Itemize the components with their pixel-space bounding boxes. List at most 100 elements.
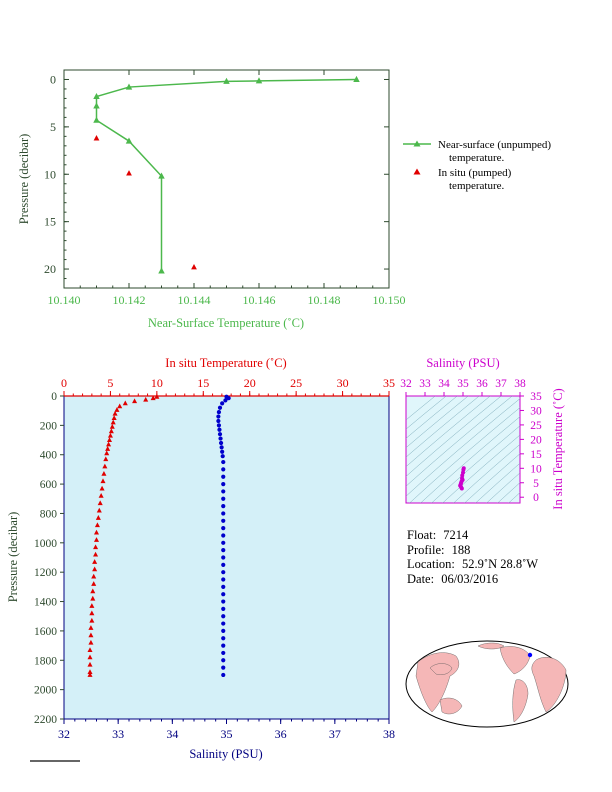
- ts-point: [460, 477, 465, 482]
- temperature-profile-point: [106, 437, 113, 443]
- density-contour: [406, 398, 520, 497]
- pressure-tick-label: 2000: [34, 685, 57, 697]
- salinity-profile-point: [221, 489, 226, 494]
- temperature-tick-label: 10: [151, 376, 163, 390]
- unpumped-temperature-point: [353, 75, 360, 82]
- temperature-profile-point: [96, 507, 102, 513]
- unpumped-temperature-point: [158, 172, 165, 179]
- top-y-tick-label: 10: [44, 167, 56, 181]
- pumped-temperature-point: [126, 170, 132, 176]
- temperature-profile-point: [111, 415, 117, 420]
- map-land-africa-europe: [531, 657, 567, 713]
- salinity-profile-point: [221, 643, 226, 648]
- salinity-tick-label: 35: [221, 727, 233, 741]
- pressure-tick-label: 600: [40, 479, 58, 491]
- temperature-profile-point: [112, 410, 118, 416]
- top-x-tick-label: 10.144: [178, 293, 211, 307]
- temperature-profile-point: [89, 603, 95, 608]
- unpumped-temperature-point: [93, 92, 100, 100]
- top-x-tick-label: 10.148: [308, 293, 341, 307]
- top-x-tick-label: 10.140: [48, 293, 81, 307]
- temperature-tick-label: 15: [197, 376, 209, 390]
- location-label: Location:: [407, 557, 455, 571]
- temperature-profile-point: [89, 617, 95, 623]
- ts-y-axis-label: In situ Temperature (˚C): [551, 388, 565, 509]
- temperature-profile-point: [107, 432, 113, 438]
- pumped-temperature-point: [191, 263, 197, 270]
- ts-y-tick-label: 20: [530, 434, 542, 446]
- temperature-profile-point: [154, 393, 160, 399]
- float-info-panel: Float: 7214 Profile: 188 Location: 52.9˚…: [407, 528, 538, 586]
- temperature-profile-point: [98, 493, 104, 498]
- ts-y-tick-label: 35: [530, 391, 542, 403]
- density-contour: [406, 396, 480, 458]
- salinity-profile-point: [221, 628, 226, 634]
- density-contour: [486, 472, 520, 503]
- density-contour: [464, 453, 520, 503]
- salinity-tick-label: 32: [58, 727, 70, 741]
- ts-y-ticks: 0 5 10 15 20 25 30 35: [520, 391, 542, 504]
- legend-label-unpumped-line2: temperature.: [449, 152, 505, 164]
- temperature-profile-point: [95, 515, 101, 520]
- salinity-profile-point: [221, 504, 226, 509]
- salinity-profile-point: [216, 418, 221, 424]
- pressure-tick-label: 1000: [34, 538, 57, 550]
- top-y-ticks: 0 5 10 15 20: [44, 72, 389, 289]
- temperature-profile-point: [88, 639, 94, 645]
- salinity-profile-point: [221, 636, 226, 641]
- top-x-tick-label: 10.150: [373, 293, 406, 307]
- top-y-tick-label: 0: [50, 72, 56, 86]
- salinity-profile-point: [218, 436, 223, 441]
- salinity-profile-point: [221, 526, 226, 531]
- temperature-profile-point: [89, 610, 95, 616]
- salinity-axis-label: Salinity (PSU): [189, 747, 262, 761]
- temperature-profile-point: [110, 419, 116, 425]
- ts-x-tick-label: 33: [419, 378, 431, 390]
- density-contour: [420, 416, 520, 503]
- temperature-profile-point: [104, 450, 110, 456]
- temperature-tick-label: 20: [244, 376, 256, 390]
- salinity-profile-point: [217, 427, 222, 432]
- salinity-profile-point: [221, 467, 226, 472]
- temperature-profile-point: [93, 551, 99, 557]
- salinity-profile-point: [221, 459, 226, 465]
- map-land-north-america: [499, 646, 531, 675]
- temperature-profile-point: [88, 632, 94, 638]
- pressure-tick-label: 1800: [34, 655, 57, 667]
- footer-credit-mark: [30, 760, 80, 762]
- temperature-profile-point: [97, 500, 103, 506]
- salinity-profile-point: [221, 511, 226, 516]
- salinity-profile-point: [221, 570, 226, 575]
- top-x-axis-label: Near-Surface Temperature (˚C): [148, 316, 304, 330]
- density-contour: [406, 396, 491, 468]
- salinity-profile-point: [221, 518, 226, 523]
- temperature-ticks: 0 5 10 15 20 25 30 35: [61, 376, 395, 396]
- salinity-profile-point: [220, 401, 225, 406]
- unpumped-temperature-point: [93, 102, 100, 109]
- pressure-tick-label: 400: [40, 450, 58, 462]
- ts-point: [459, 486, 464, 491]
- temperature-tick-label: 0: [61, 376, 67, 390]
- ts-y-tick-label: 5: [533, 478, 539, 490]
- salinity-profile-point: [221, 672, 226, 678]
- temperature-profile-point: [90, 595, 96, 601]
- salinity-profile-point: [221, 548, 226, 553]
- unpumped-temperature-point: [158, 267, 165, 274]
- location-row: Location: 52.9˚N 28.8˚W: [407, 557, 538, 572]
- density-contour: [442, 434, 520, 503]
- top-x-ticks: 10.140 10.142 10.144 10.146 10.148 10.150: [48, 70, 406, 307]
- near-surface-temperature-chart: 10.140 10.142 10.144 10.146 10.148 10.150 051…: [17, 69, 406, 330]
- profile-row: Profile: 188: [407, 543, 538, 558]
- salinity-profile-point: [221, 650, 226, 656]
- float-value: 7214: [443, 528, 469, 542]
- pressure-tick-label: 800: [40, 508, 58, 520]
- temperature-axis-label: In situ Temperature (˚C): [165, 356, 286, 370]
- pressure-tick-label: 200: [40, 420, 58, 432]
- temperature-profile-point: [150, 395, 156, 401]
- location-value: 52.9˚N 28.8˚W: [462, 557, 539, 571]
- temperature-tick-label: 30: [337, 376, 349, 390]
- legend-label-unpumped-line1: Near-surface (unpumped): [438, 139, 551, 151]
- temperature-profile-point: [117, 403, 123, 409]
- salinity-profile-point: [219, 445, 224, 450]
- date-label: Date:: [407, 571, 435, 586]
